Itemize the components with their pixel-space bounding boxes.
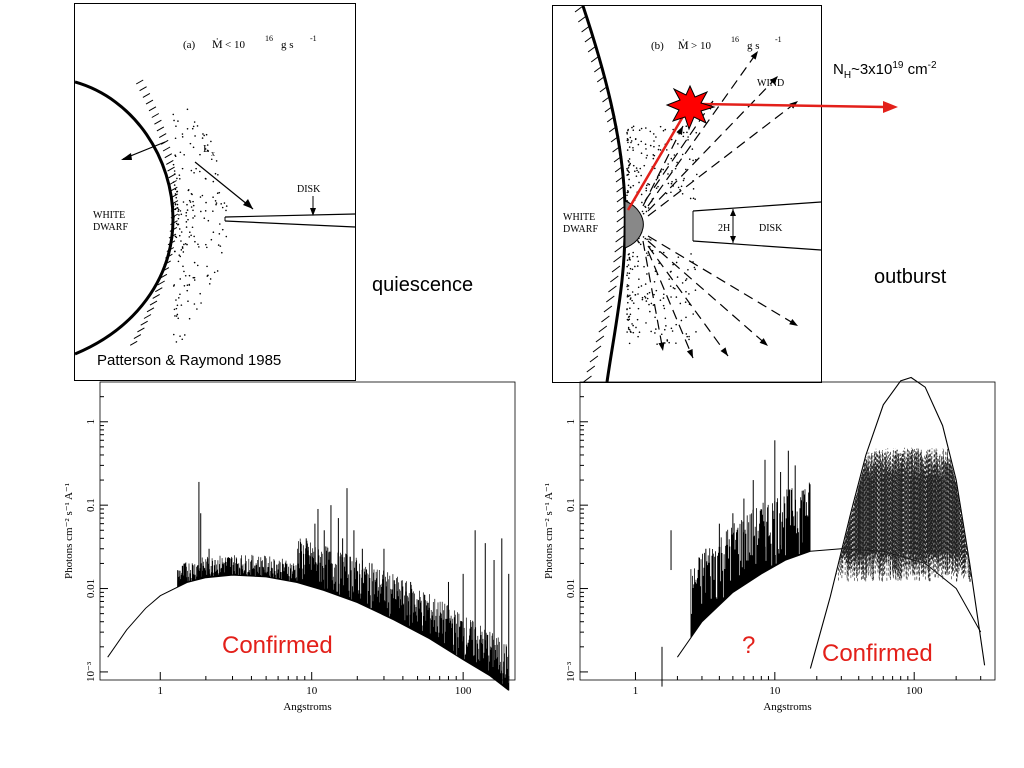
y-tick-label: 0.1 [85, 498, 97, 512]
blackbody-line [809, 376, 986, 669]
confirmed-right-label: Confirmed [822, 640, 933, 667]
title-a-prefix: (a) [183, 39, 196, 51]
hatching-b [574, 5, 626, 383]
wind-ray [647, 245, 729, 357]
wind-arrowhead [750, 51, 758, 60]
wind-arrowhead [686, 349, 693, 358]
wd-label-b-1: WHITE [563, 212, 595, 223]
y-tick-label: 10⁻³ [85, 661, 97, 682]
disk-label-b: DISK [759, 223, 783, 234]
disk-edge-a-top [224, 213, 356, 218]
y-axis-label: Photons cm⁻² s⁻¹ A⁻¹ [63, 483, 75, 579]
diagram-b-drawing: (b) Ṁ > 10 16 g s -1 WHITE DWARF WIND 2H… [563, 5, 822, 383]
wind-ray [647, 250, 694, 359]
wind-arrowhead [676, 126, 683, 135]
title-b-mdot: Ṁ [678, 38, 689, 52]
wind-ray [642, 240, 664, 352]
diagram-a-drawing: (a) Ṁ < 10 16 g s -1 WHITE DWARF L x DIS… [74, 34, 356, 356]
x-tick-label: 10 [306, 685, 318, 697]
lx-label: L [203, 143, 210, 155]
x-tick-label: 100 [906, 685, 923, 697]
wind-label: WIND [757, 78, 784, 89]
nh-exp: 19 [892, 60, 904, 71]
spectrum-noise [177, 538, 510, 691]
title-b-relation: > 10 [691, 40, 711, 52]
wind-ray [647, 235, 799, 327]
x-tick-label: 1 [158, 685, 164, 697]
y-tick-label: 0.01 [565, 579, 577, 598]
wd-label-a-1: WHITE [93, 210, 125, 221]
y-tick-label: 0.1 [565, 498, 577, 512]
x-axis-label: Angstroms [283, 701, 331, 713]
wind-arrowhead [769, 76, 778, 85]
red-arrow-head [883, 101, 898, 113]
title-b-units: g s [747, 40, 760, 52]
y-tick-label: 1 [85, 419, 97, 425]
emission-stipple-a [172, 108, 228, 343]
title-b-exp: 16 [731, 35, 739, 44]
nh-base: N [833, 61, 844, 78]
red-arrow-horizontal [699, 102, 886, 109]
quiescence-label: quiescence [372, 274, 474, 296]
nh-mid: ~3x10 [851, 61, 893, 78]
wind-arrowhead [720, 347, 728, 356]
lx-sub: x [211, 149, 215, 158]
disk-label-a: DISK [297, 184, 321, 195]
title-b-prefix: (b) [651, 40, 664, 52]
plot-frame [579, 381, 996, 681]
wind-ray [647, 240, 769, 347]
chart-outburst: 1 10 100 10⁻³ 0.01 0.1 1 Angstroms Photons cm⁻² … [543, 376, 996, 713]
wind-absorbed-spectrum [836, 447, 972, 582]
outburst-label: outburst [874, 266, 947, 288]
title-a-units-exp: -1 [310, 34, 317, 43]
title-b-units-exp: -1 [775, 35, 782, 44]
y-axis-label: Photons cm⁻² s⁻¹ A⁻¹ [543, 483, 555, 579]
absorber-star-icon [665, 84, 716, 131]
lx-arrow [194, 161, 254, 210]
wind-arrows [642, 50, 799, 359]
height-label: 2H [718, 223, 730, 234]
nh-unit-exp: -2 [927, 60, 937, 71]
credit: Patterson & Raymond 1985 [97, 352, 282, 369]
confirmed-left-label: Confirmed [222, 632, 333, 659]
column-density-note: NH~3x1019 cm-2 [833, 60, 937, 81]
white-dwarf-limb-a [74, 80, 175, 356]
nh-sub: H [843, 70, 852, 81]
wind-arrowhead [789, 319, 798, 326]
spectrum-noise-hard [690, 482, 811, 638]
x-tick-label: 100 [455, 685, 472, 697]
x-tick-label: 10 [769, 685, 781, 697]
x-tick-label: 1 [633, 685, 639, 697]
red-arrow-upward [626, 107, 690, 211]
question-label: ? [742, 632, 756, 659]
title-a-relation: < 10 [225, 39, 245, 51]
boundary-layer [624, 200, 644, 249]
diagram-a: (a) Ṁ < 10 16 g s -1 WHITE DWARF L x DIS… [74, 3, 356, 381]
y-tick-label: 1 [565, 419, 577, 425]
disk-edge-b-bot [692, 240, 822, 251]
wd-label-a-2: DWARF [93, 222, 128, 233]
y-tick-label: 10⁻³ [565, 661, 577, 682]
nh-unit: cm [903, 61, 928, 78]
diagram-b: (b) Ṁ > 10 16 g s -1 WHITE DWARF WIND 2H… [552, 5, 822, 383]
disk-edge-a-bot [224, 220, 356, 228]
title-a-mdot: Ṁ [212, 37, 223, 51]
x-axis-label: Angstroms [763, 701, 811, 713]
plot-frame [99, 381, 516, 681]
title-a-units: g s [281, 39, 294, 51]
chart-quiescence: 1 10 100 10⁻³ 0.01 0.1 1 Angstroms Photons cm⁻² … [63, 381, 516, 713]
wind-arrowhead [759, 338, 768, 346]
wd-label-b-2: DWARF [563, 224, 598, 235]
y-tick-label: 0.01 [85, 579, 97, 598]
wind-arrowhead [658, 342, 665, 351]
title-a-exp: 16 [265, 34, 273, 43]
disk-edge-b-top [692, 201, 822, 212]
